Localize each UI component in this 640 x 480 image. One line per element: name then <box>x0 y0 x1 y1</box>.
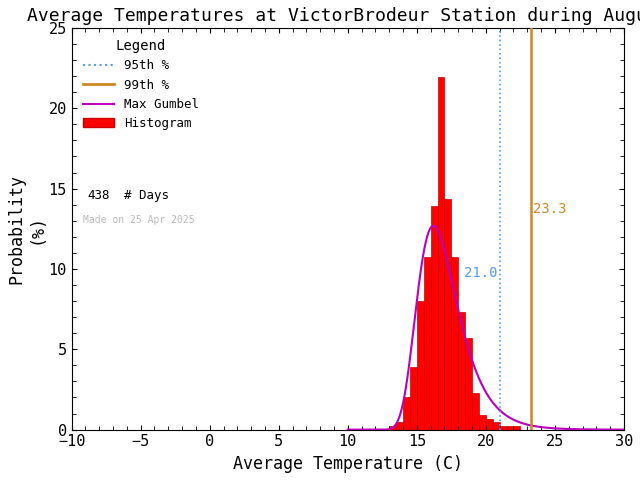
Bar <box>493 422 500 430</box>
Text: 21.0: 21.0 <box>464 266 497 280</box>
Bar <box>396 422 403 430</box>
Bar <box>513 426 520 430</box>
Text: # Days: # Days <box>124 189 169 202</box>
Bar <box>458 312 465 430</box>
Text: Made on 25 Apr 2025: Made on 25 Apr 2025 <box>83 215 195 225</box>
Bar <box>389 426 396 430</box>
Bar <box>479 415 486 430</box>
Bar <box>417 301 424 430</box>
Bar <box>451 257 458 430</box>
Bar <box>486 419 493 430</box>
Bar <box>438 77 444 430</box>
Bar <box>431 206 438 430</box>
Title: Average Temperatures at VictorBrodeur Station during August: Average Temperatures at VictorBrodeur St… <box>27 7 640 25</box>
Legend: 95th %, 99th %, Max Gumbel, Histogram: 95th %, 99th %, Max Gumbel, Histogram <box>78 34 204 135</box>
Y-axis label: Probability
(%): Probability (%) <box>7 174 45 284</box>
X-axis label: Average Temperature (C): Average Temperature (C) <box>233 455 463 473</box>
Bar <box>444 199 451 430</box>
Bar <box>403 396 410 430</box>
Bar <box>507 426 513 430</box>
Bar <box>410 367 417 430</box>
Bar <box>424 257 431 430</box>
Bar <box>472 393 479 430</box>
Bar <box>500 426 507 430</box>
Text: 23.3: 23.3 <box>534 202 567 216</box>
Bar <box>465 338 472 430</box>
Text: 438: 438 <box>87 189 109 202</box>
